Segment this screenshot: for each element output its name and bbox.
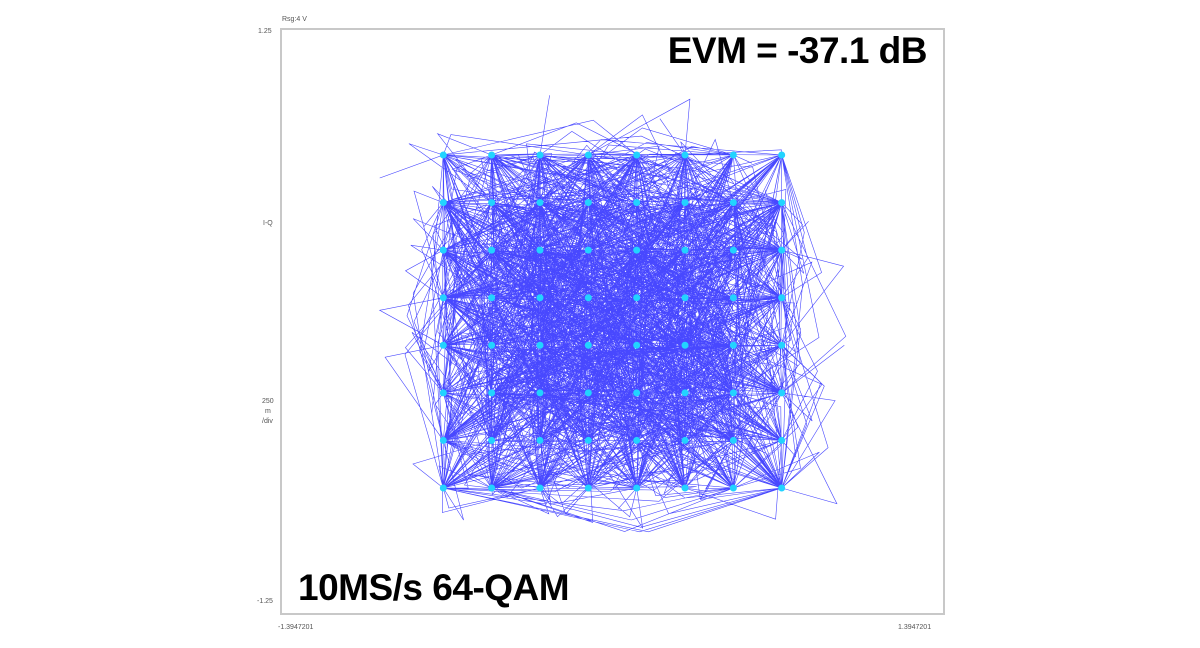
constellation-point (439, 389, 447, 397)
constellation-point (584, 246, 592, 254)
constellation-point (729, 151, 737, 159)
constellation-point (439, 294, 447, 302)
constellation-point (439, 246, 447, 254)
constellation-point (488, 199, 496, 207)
constellation-point (681, 151, 689, 159)
constellation-point (778, 151, 786, 159)
constellation-point (584, 484, 592, 492)
constellation-point (729, 484, 737, 492)
constellation-point (729, 294, 737, 302)
constellation-point (633, 436, 641, 444)
constellation-point (488, 151, 496, 159)
xtick-left: -1.3947201 (278, 624, 314, 631)
signal-trajectory (378, 95, 847, 533)
constellation-point (778, 436, 786, 444)
mode-annotation: 10MS/s 64-QAM (298, 567, 570, 608)
constellation-point (681, 341, 689, 349)
constellation-point (633, 151, 641, 159)
constellation-point (584, 389, 592, 397)
constellation-point (584, 151, 592, 159)
constellation-point (778, 199, 786, 207)
constellation-point (729, 199, 737, 207)
constellation-point (488, 246, 496, 254)
constellation-point (584, 436, 592, 444)
constellation-point (536, 436, 544, 444)
constellation-point (633, 199, 641, 207)
constellation-point (729, 341, 737, 349)
yscale-value: 250 (262, 398, 274, 405)
constellation-point (439, 151, 447, 159)
constellation-point (536, 389, 544, 397)
constellation-point (681, 436, 689, 444)
ytick-bottom: -1.25 (257, 598, 273, 605)
constellation-svg (378, 95, 847, 533)
constellation-point (778, 341, 786, 349)
constellation-point (439, 341, 447, 349)
constellation-point (536, 199, 544, 207)
constellation-point (729, 389, 737, 397)
yscale-unit: m (265, 408, 271, 415)
constellation-point (729, 246, 737, 254)
constellation-point (536, 246, 544, 254)
yscale-div: /div (262, 418, 273, 425)
constellation-point (681, 199, 689, 207)
constellation-point (681, 389, 689, 397)
constellation-point (488, 294, 496, 302)
constellation-point (536, 294, 544, 302)
constellation-point (681, 246, 689, 254)
constellation-point (633, 341, 641, 349)
evm-annotation: EVM = -37.1 dB (667, 30, 928, 71)
constellation-point (488, 389, 496, 397)
ytick-top: 1.25 (258, 28, 272, 35)
constellation-point (536, 341, 544, 349)
ylabel: I-Q (263, 220, 273, 227)
constellation-point (536, 484, 544, 492)
constellation-point (681, 484, 689, 492)
constellation-point (778, 246, 786, 254)
constellation-point (439, 484, 447, 492)
constellation-point (488, 341, 496, 349)
constellation-point (584, 341, 592, 349)
constellation-point (584, 294, 592, 302)
constellation-point (633, 246, 641, 254)
constellation-point (778, 389, 786, 397)
constellation-point (439, 199, 447, 207)
xtick-right: 1.3947201 (898, 624, 932, 631)
constellation-point (729, 436, 737, 444)
constellation-plot: EVM = -37.1 dB 10MS/s 64-QAM (280, 28, 945, 615)
constellation-point (633, 294, 641, 302)
constellation-point (584, 199, 592, 207)
constellation-point (488, 484, 496, 492)
constellation-point (536, 151, 544, 159)
constellation-point (633, 484, 641, 492)
constellation-point (681, 294, 689, 302)
constellation-point (778, 294, 786, 302)
constellation-point (633, 389, 641, 397)
constellation-point (439, 436, 447, 444)
constellation-point (488, 436, 496, 444)
constellation-point (778, 484, 786, 492)
header-label: Rsg:4 V (282, 16, 307, 23)
